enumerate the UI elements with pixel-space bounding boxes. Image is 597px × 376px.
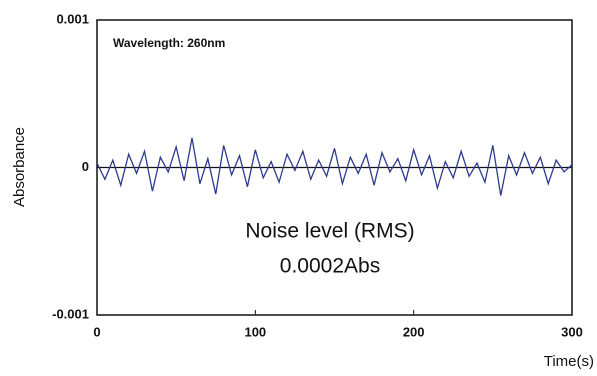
x-tick-label: 0 [93, 324, 100, 339]
x-tick-label: 200 [403, 324, 425, 339]
y-axis-label: Absorbance [11, 127, 28, 207]
annotation: 0.0002Abs [280, 255, 380, 278]
y-tick-label: -0.001 [52, 306, 89, 321]
annotation: Noise level (RMS) [245, 220, 414, 243]
x-tick-label: 100 [244, 324, 266, 339]
y-tick-label: 0.001 [56, 11, 89, 26]
y-tick-label: 0 [82, 159, 89, 174]
x-tick-label: 300 [561, 324, 583, 339]
noise-line [96, 137, 573, 196]
annotation: Wavelength: 260nm [113, 36, 225, 50]
x-axis-label: Time(s) [544, 353, 594, 370]
